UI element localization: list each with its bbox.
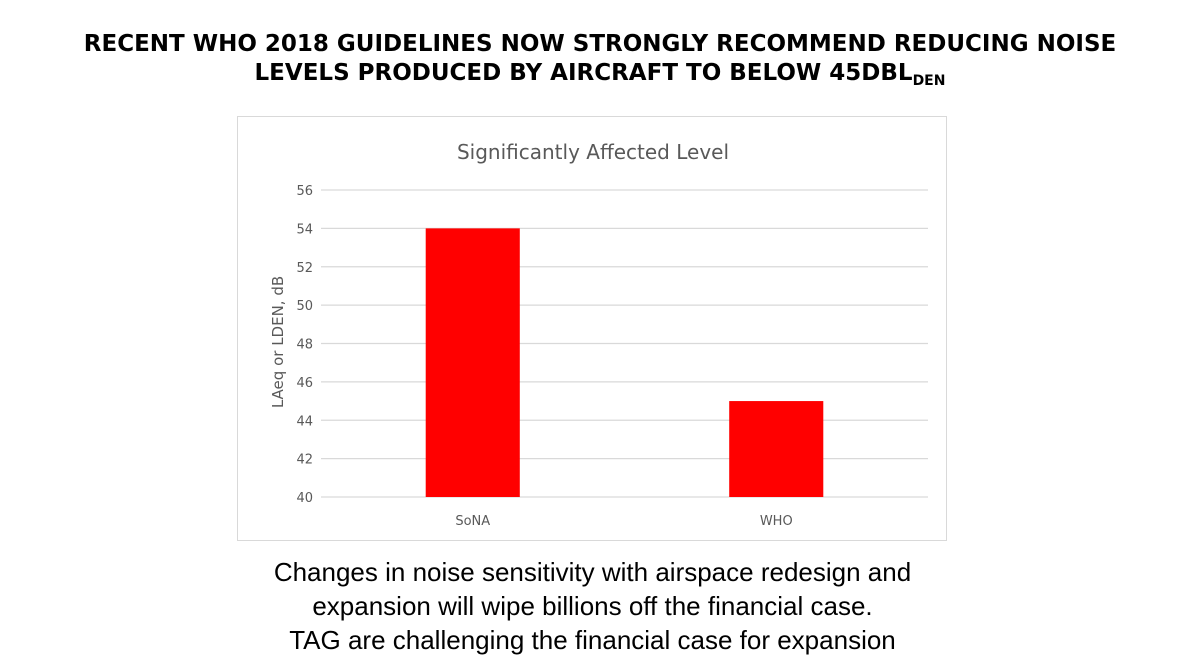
headline-line-2-text: LEVELS PRODUCED BY AIRCRAFT TO BELOW 45D… bbox=[254, 60, 913, 86]
y-tick-label: 54 bbox=[296, 222, 313, 237]
y-tick-label: 52 bbox=[296, 261, 313, 276]
y-tick-label: 44 bbox=[296, 414, 313, 429]
y-tick-label: 42 bbox=[296, 453, 313, 468]
bar-sona bbox=[425, 228, 520, 497]
headline-subscript: DEN bbox=[912, 73, 946, 89]
caption-line-2: expansion will wipe billions off the fin… bbox=[312, 591, 873, 621]
bars bbox=[425, 228, 824, 497]
caption-line-1: Changes in noise sensitivity with airspa… bbox=[273, 557, 912, 587]
y-tick-label: 56 bbox=[296, 184, 313, 199]
gridlines bbox=[321, 189, 928, 498]
bar-chart: Significantly Affected Level LAeq or LDE… bbox=[269, 140, 928, 529]
chart-title: Significantly Affected Level bbox=[457, 140, 729, 164]
bar-who bbox=[729, 401, 824, 497]
headline-line-2: LEVELS PRODUCED BY AIRCRAFT TO BELOW 45D… bbox=[0, 59, 1200, 88]
headline-line-1: RECENT WHO 2018 GUIDELINES NOW STRONGLY … bbox=[83, 31, 1117, 57]
y-tick-label: 50 bbox=[296, 299, 313, 314]
caption: Changes in noise sensitivity with airspa… bbox=[0, 555, 1185, 657]
caption-line-3: TAG are challenging the financial case f… bbox=[289, 625, 896, 655]
x-tick-label: SoNA bbox=[455, 514, 490, 529]
y-tick-label: 48 bbox=[296, 338, 313, 353]
y-axis-label: LAeq or LDEN, dB bbox=[269, 276, 287, 408]
y-tick-label: 46 bbox=[296, 376, 313, 391]
y-tick-label: 40 bbox=[296, 491, 313, 506]
y-tick-labels: 40 42 44 46 48 50 52 54 56 bbox=[296, 184, 313, 506]
headline: RECENT WHO 2018 GUIDELINES NOW STRONGLY … bbox=[0, 30, 1200, 88]
chart-frame: Significantly Affected Level LAeq or LDE… bbox=[237, 116, 947, 541]
x-tick-labels: SoNA WHO bbox=[455, 514, 792, 529]
x-tick-label: WHO bbox=[760, 514, 793, 529]
